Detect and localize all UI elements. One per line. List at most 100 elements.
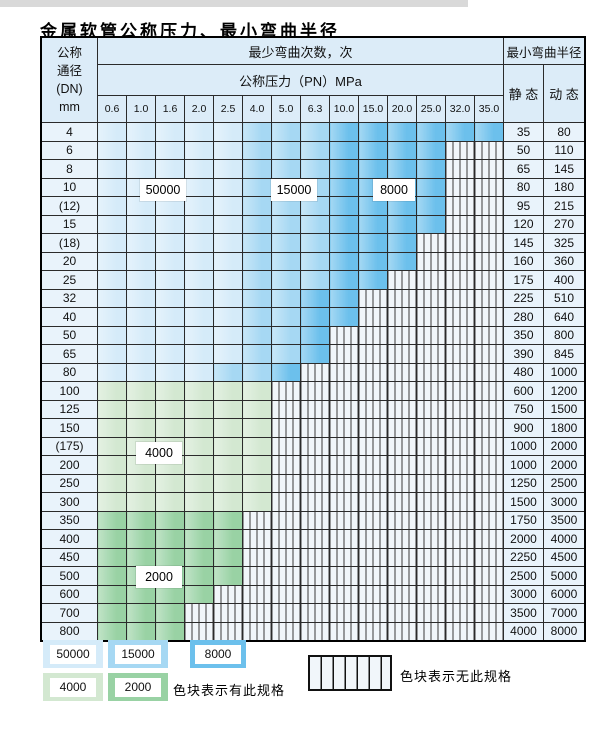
cell-spec [155, 325, 185, 345]
cell-spec [97, 603, 127, 623]
pressure-header: 公称压力（PN）MPa [97, 64, 504, 96]
cell-no-spec [329, 436, 359, 456]
cell-no-spec [387, 418, 417, 438]
cell-no-spec [300, 566, 330, 586]
cell-no-spec [184, 621, 214, 642]
dynamic-radius-value: 510 [543, 288, 586, 308]
cell-spec [184, 307, 214, 327]
legend-swatch-2000-label: 2000 [115, 677, 161, 697]
cell-spec [242, 399, 272, 419]
cell-spec [329, 251, 359, 271]
table-row: 700 3500 7000 [40, 603, 586, 623]
cell-spec [329, 196, 359, 216]
cell-spec [271, 325, 301, 345]
cell-no-spec [474, 362, 504, 382]
cell-no-spec [445, 159, 475, 179]
dynamic-radius-value: 1200 [543, 381, 586, 401]
cell-spec [271, 344, 301, 364]
cell-no-spec [445, 362, 475, 382]
legend-has-spec-text: 色块表示有此规格 [173, 683, 286, 698]
cell-spec [97, 344, 127, 364]
cell-no-spec [387, 455, 417, 475]
corner-dn-header: 公称 通径 (DN) mm [40, 36, 98, 123]
dynamic-radius-value: 800 [543, 325, 586, 345]
cell-no-spec [445, 566, 475, 586]
cell-spec [97, 399, 127, 419]
legend-swatch-15000-label: 15000 [115, 644, 161, 664]
cell-spec [184, 270, 214, 290]
pressure-tick: 2.5 [213, 95, 243, 123]
cell-no-spec [416, 362, 446, 382]
cell-spec [242, 362, 272, 382]
static-column-header: 静 态 [503, 64, 544, 123]
cell-no-spec [445, 455, 475, 475]
cell-spec [126, 325, 156, 345]
cell-no-spec [329, 584, 359, 604]
cell-spec [184, 251, 214, 271]
cell-spec [126, 233, 156, 253]
table-row: 250 1250 2500 [40, 473, 586, 493]
cell-no-spec [300, 381, 330, 401]
cell-spec [126, 307, 156, 327]
static-radius-value: 35 [503, 122, 544, 142]
pressure-tick: 1.6 [155, 95, 185, 123]
table-row: (12) 95 215 [40, 196, 586, 216]
cell-spec [358, 122, 388, 142]
dynamic-radius-value: 8000 [543, 621, 586, 642]
cell-spec [126, 529, 156, 549]
cell-no-spec [387, 510, 417, 530]
spec-table: 公称 通径 (DN) mm 最少弯曲次数，次 最小弯曲半径 公称压力（PN）MP… [40, 36, 586, 642]
dn-label: 25 [40, 270, 98, 290]
cell-spec [242, 381, 272, 401]
cell-spec [300, 344, 330, 364]
cell-spec [97, 177, 127, 197]
cell-no-spec [416, 529, 446, 549]
cell-spec [184, 455, 214, 475]
cell-no-spec [474, 307, 504, 327]
dynamic-radius-value: 270 [543, 214, 586, 234]
static-radius-value: 350 [503, 325, 544, 345]
cell-no-spec [445, 436, 475, 456]
cell-spec [97, 418, 127, 438]
cell-no-spec [242, 510, 272, 530]
cell-no-spec [329, 455, 359, 475]
cell-no-spec [387, 584, 417, 604]
cell-no-spec [474, 159, 504, 179]
cell-spec [126, 251, 156, 271]
dn-label: 700 [40, 603, 98, 623]
cell-spec [329, 270, 359, 290]
static-radius-value: 80 [503, 177, 544, 197]
cell-no-spec [416, 547, 446, 567]
cell-spec [155, 362, 185, 382]
cell-spec [213, 547, 243, 567]
cell-no-spec [271, 436, 301, 456]
cell-spec [213, 473, 243, 493]
cell-spec [416, 196, 446, 216]
cell-spec [213, 436, 243, 456]
cell-spec [271, 159, 301, 179]
cell-spec [155, 621, 185, 642]
cell-no-spec [474, 270, 504, 290]
cell-spec [184, 418, 214, 438]
cell-no-spec [474, 399, 504, 419]
dynamic-radius-value: 400 [543, 270, 586, 290]
cell-no-spec [474, 547, 504, 567]
cell-no-spec [300, 455, 330, 475]
table-row: 100 600 1200 [40, 381, 586, 401]
cell-no-spec [329, 621, 359, 642]
dynamic-radius-value: 1000 [543, 362, 586, 382]
cell-no-spec [445, 233, 475, 253]
cell-spec [213, 399, 243, 419]
cell-no-spec [474, 603, 504, 623]
cell-no-spec [387, 362, 417, 382]
cell-spec [126, 473, 156, 493]
cell-no-spec [445, 251, 475, 271]
legend-swatch-8000: 8000 [190, 640, 246, 668]
cell-spec [126, 584, 156, 604]
cell-no-spec [387, 566, 417, 586]
static-radius-value: 1000 [503, 436, 544, 456]
dn-label: 50 [40, 325, 98, 345]
cell-no-spec [445, 603, 475, 623]
cell-spec [97, 325, 127, 345]
cell-spec [329, 233, 359, 253]
